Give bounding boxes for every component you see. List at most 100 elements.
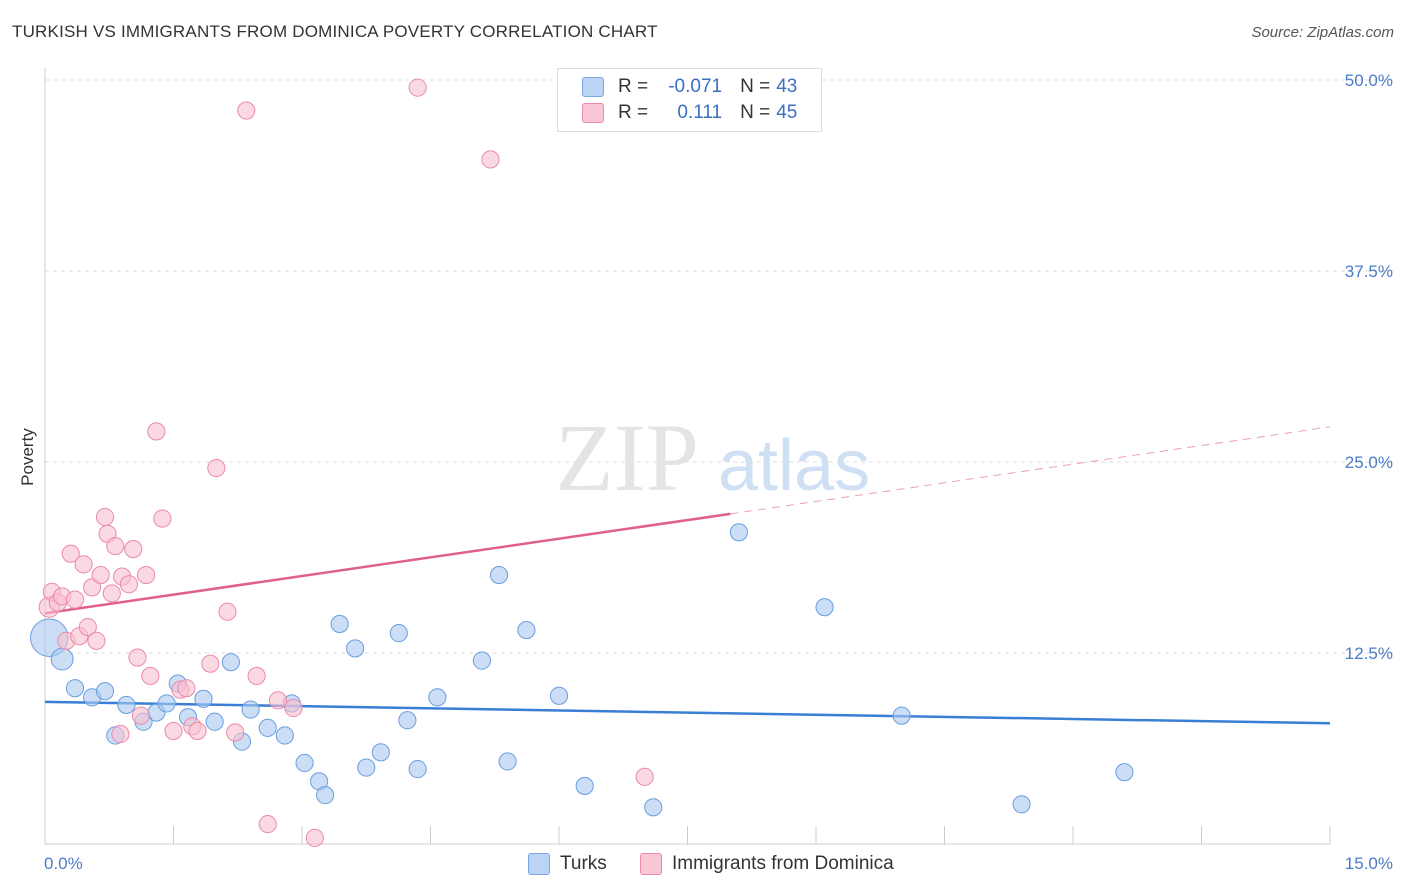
r-value: 0.111 (677, 102, 723, 123)
dominica-point (91, 565, 110, 585)
dominica-point (226, 723, 245, 742)
turks-point (346, 639, 365, 658)
chart-title: TURKISH VS IMMIGRANTS FROM DOMINICA POVE… (12, 22, 658, 41)
gridlines (45, 79, 1395, 654)
turks-point (1115, 763, 1134, 782)
turks-point (50, 647, 74, 671)
turks-point (95, 682, 115, 701)
dominica-point (95, 507, 115, 527)
legend-row-turks: R = -0.071 N = 43 (582, 75, 797, 99)
dominica-point (87, 631, 106, 650)
dominica-point (119, 575, 139, 594)
turks-point (357, 758, 376, 777)
axes (44, 68, 1331, 845)
y-tick-label: 25.0% (1345, 453, 1393, 472)
legend-row-dominica: R = 0.111 N = 45 (582, 101, 797, 125)
n-label: N = (740, 76, 771, 97)
dominica-legend-label: Immigrants from Dominica (672, 853, 894, 874)
turks-point (472, 651, 491, 670)
turks-point (549, 686, 569, 705)
dominica-point (61, 544, 80, 563)
x-tick-label-min: 0.0% (44, 854, 83, 873)
turks-point (295, 753, 314, 773)
trend-line (44, 700, 1331, 725)
dominica-point (188, 721, 207, 741)
dominica-point (164, 721, 183, 741)
turks-point (205, 712, 224, 731)
dominica-point (102, 584, 121, 603)
turks-point (221, 653, 240, 672)
y-tick-label: 50.0% (1345, 71, 1393, 90)
y-tick-labels: 12.5% 25.0% 37.5% 50.0% (1345, 71, 1393, 663)
dominica-point (258, 815, 277, 834)
dominica-point (218, 602, 237, 621)
turks-point (258, 718, 277, 737)
dominica-point (131, 706, 151, 725)
n-label: N = (740, 102, 771, 123)
turks-point (117, 695, 136, 715)
turks-point (398, 711, 417, 730)
dominica-point (635, 767, 654, 786)
dominica-point (177, 679, 196, 698)
turks-legend-swatch (528, 853, 550, 875)
dominica-point (106, 536, 125, 556)
turks-point (241, 700, 260, 719)
dominica-point (201, 654, 220, 673)
correlation-legend: R = -0.071 N = 43 R = 0.111 N = 45 (557, 68, 822, 132)
dominica-point (247, 666, 266, 685)
watermark-atlas: atlas (718, 426, 870, 506)
dominica-point (207, 459, 226, 478)
turks-point (316, 786, 335, 805)
turks-swatch (582, 77, 604, 97)
dominica-point (481, 150, 500, 169)
turks-point (330, 614, 349, 634)
n-value: 43 (776, 76, 798, 97)
turks-point (644, 798, 663, 817)
dominica-point (141, 666, 160, 685)
turks-point (275, 726, 294, 745)
dominica-point (237, 101, 256, 120)
r-label: R = (618, 76, 649, 97)
y-tick-label: 12.5% (1345, 644, 1393, 663)
turks-point (371, 743, 390, 762)
turks-point (489, 565, 509, 585)
turks-point (428, 688, 447, 707)
dominica-point (305, 828, 324, 847)
trend-lines (44, 426, 1331, 725)
dominica-point (147, 422, 166, 441)
dominica-point (111, 724, 130, 744)
r-label: R = (618, 102, 649, 123)
dominica-point (78, 617, 97, 637)
dominica-point (268, 691, 288, 710)
turks-point (815, 598, 834, 617)
turks-point (1012, 795, 1031, 814)
turks-point (498, 752, 517, 771)
trend-line (44, 512, 731, 615)
dominica-point (137, 565, 156, 585)
dominica-point (128, 648, 147, 667)
turks-point (517, 621, 536, 640)
dominica-point (153, 509, 172, 528)
dominica-swatch (582, 103, 604, 123)
bottom-legend-dominica: Immigrants from Dominica (640, 852, 894, 876)
turks-point (157, 694, 176, 713)
data-points (30, 78, 1134, 847)
r-value: -0.071 (668, 76, 723, 97)
turks-point (408, 760, 427, 779)
x-tick-label-max: 15.0% (1345, 854, 1393, 873)
trend-line-extension (730, 426, 1331, 515)
watermark-zip: ZIP (555, 404, 699, 511)
source-label: Source: ZipAtlas.com (1251, 24, 1394, 41)
turks-point (729, 523, 748, 542)
dominica-point (124, 540, 143, 559)
dominica-point (74, 555, 93, 574)
dominica-point (284, 698, 303, 718)
turks-legend-label: Turks (560, 853, 607, 874)
turks-point (575, 776, 594, 796)
bottom-legend-turks: Turks (528, 852, 607, 876)
y-tick-label: 37.5% (1345, 262, 1393, 281)
dominica-point (408, 78, 427, 97)
turks-point (194, 689, 213, 708)
dominica-legend-swatch (640, 853, 662, 875)
